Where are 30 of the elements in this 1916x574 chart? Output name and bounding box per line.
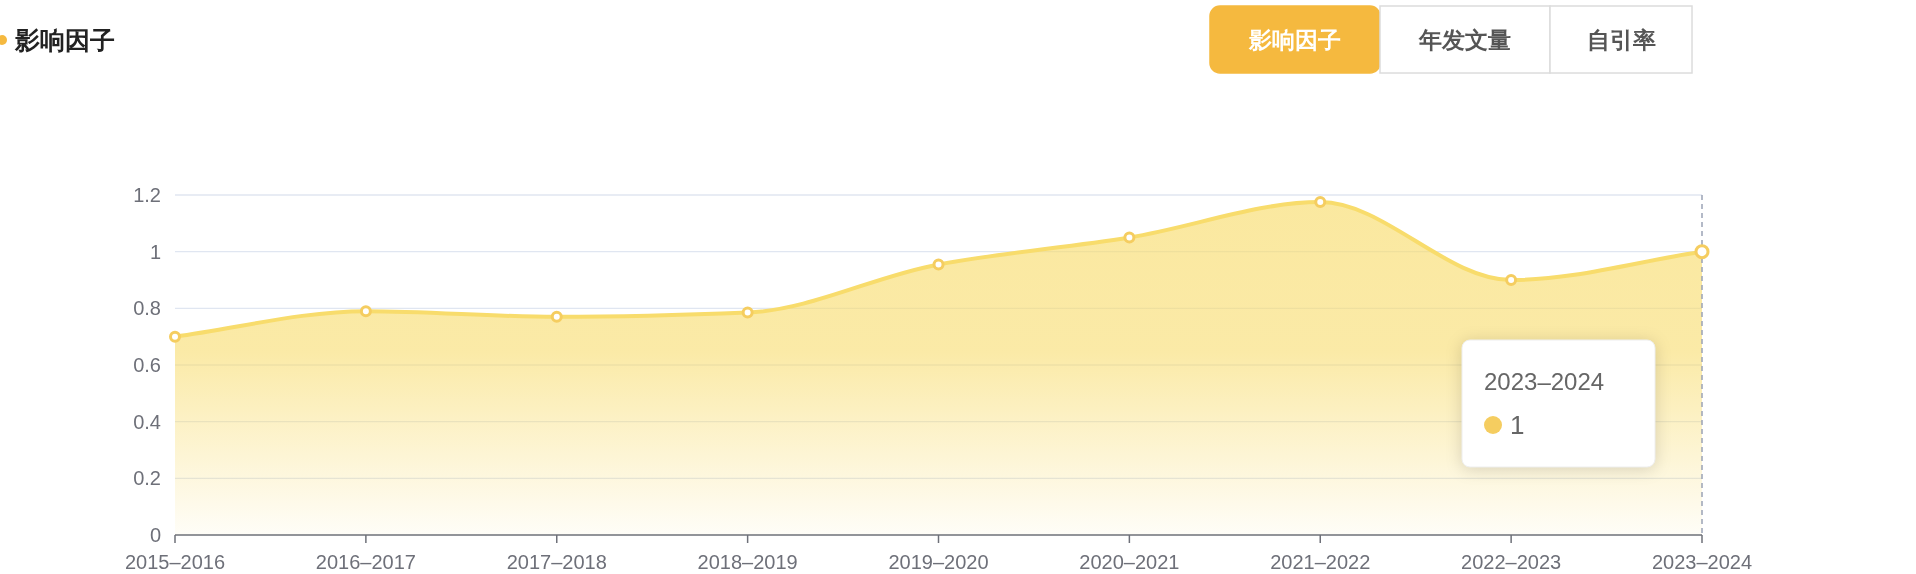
point — [169, 330, 181, 343]
point — [1123, 231, 1136, 244]
x-tick-label: 2019–2020 — [888, 551, 989, 573]
y-tick-label: 1 — [149, 240, 161, 263]
point — [1505, 274, 1518, 286]
y-tick-label: 0.6 — [133, 354, 161, 376]
point — [359, 305, 372, 318]
annotation: 2023–2024 — [1484, 368, 1605, 395]
point — [1314, 196, 1327, 209]
y-tick-label: 0 — [149, 524, 161, 546]
text: 影响因子 — [1248, 26, 1341, 53]
x-tick-label: 2016–2017 — [315, 551, 416, 573]
x-tick-label: 2018–2019 — [697, 551, 798, 573]
x-tick-label: 2020–2021 — [1079, 551, 1180, 573]
y-tick-label: 1.2 — [133, 184, 161, 206]
text: 自引率 — [1586, 26, 1656, 53]
x-tick-label: 2015–2016 — [124, 551, 226, 573]
point — [741, 306, 754, 319]
y-tick-label: 0.2 — [133, 467, 161, 490]
x-tick-label: 2017–2018 — [506, 551, 607, 573]
x-tick-label: 2023–2024 — [1651, 551, 1753, 573]
point — [550, 310, 563, 323]
text: 年发文量 — [1418, 26, 1511, 53]
y-tick-label: 0.4 — [133, 410, 161, 433]
chart-title: 影响因子 — [14, 26, 115, 54]
point — [932, 258, 945, 271]
x-tick-label: 2021–2022 — [1270, 551, 1371, 573]
y-tick-label: 0.8 — [133, 297, 161, 320]
x-tick-label: 2022–2023 — [1461, 551, 1562, 573]
annotation: 1 — [1510, 410, 1525, 440]
